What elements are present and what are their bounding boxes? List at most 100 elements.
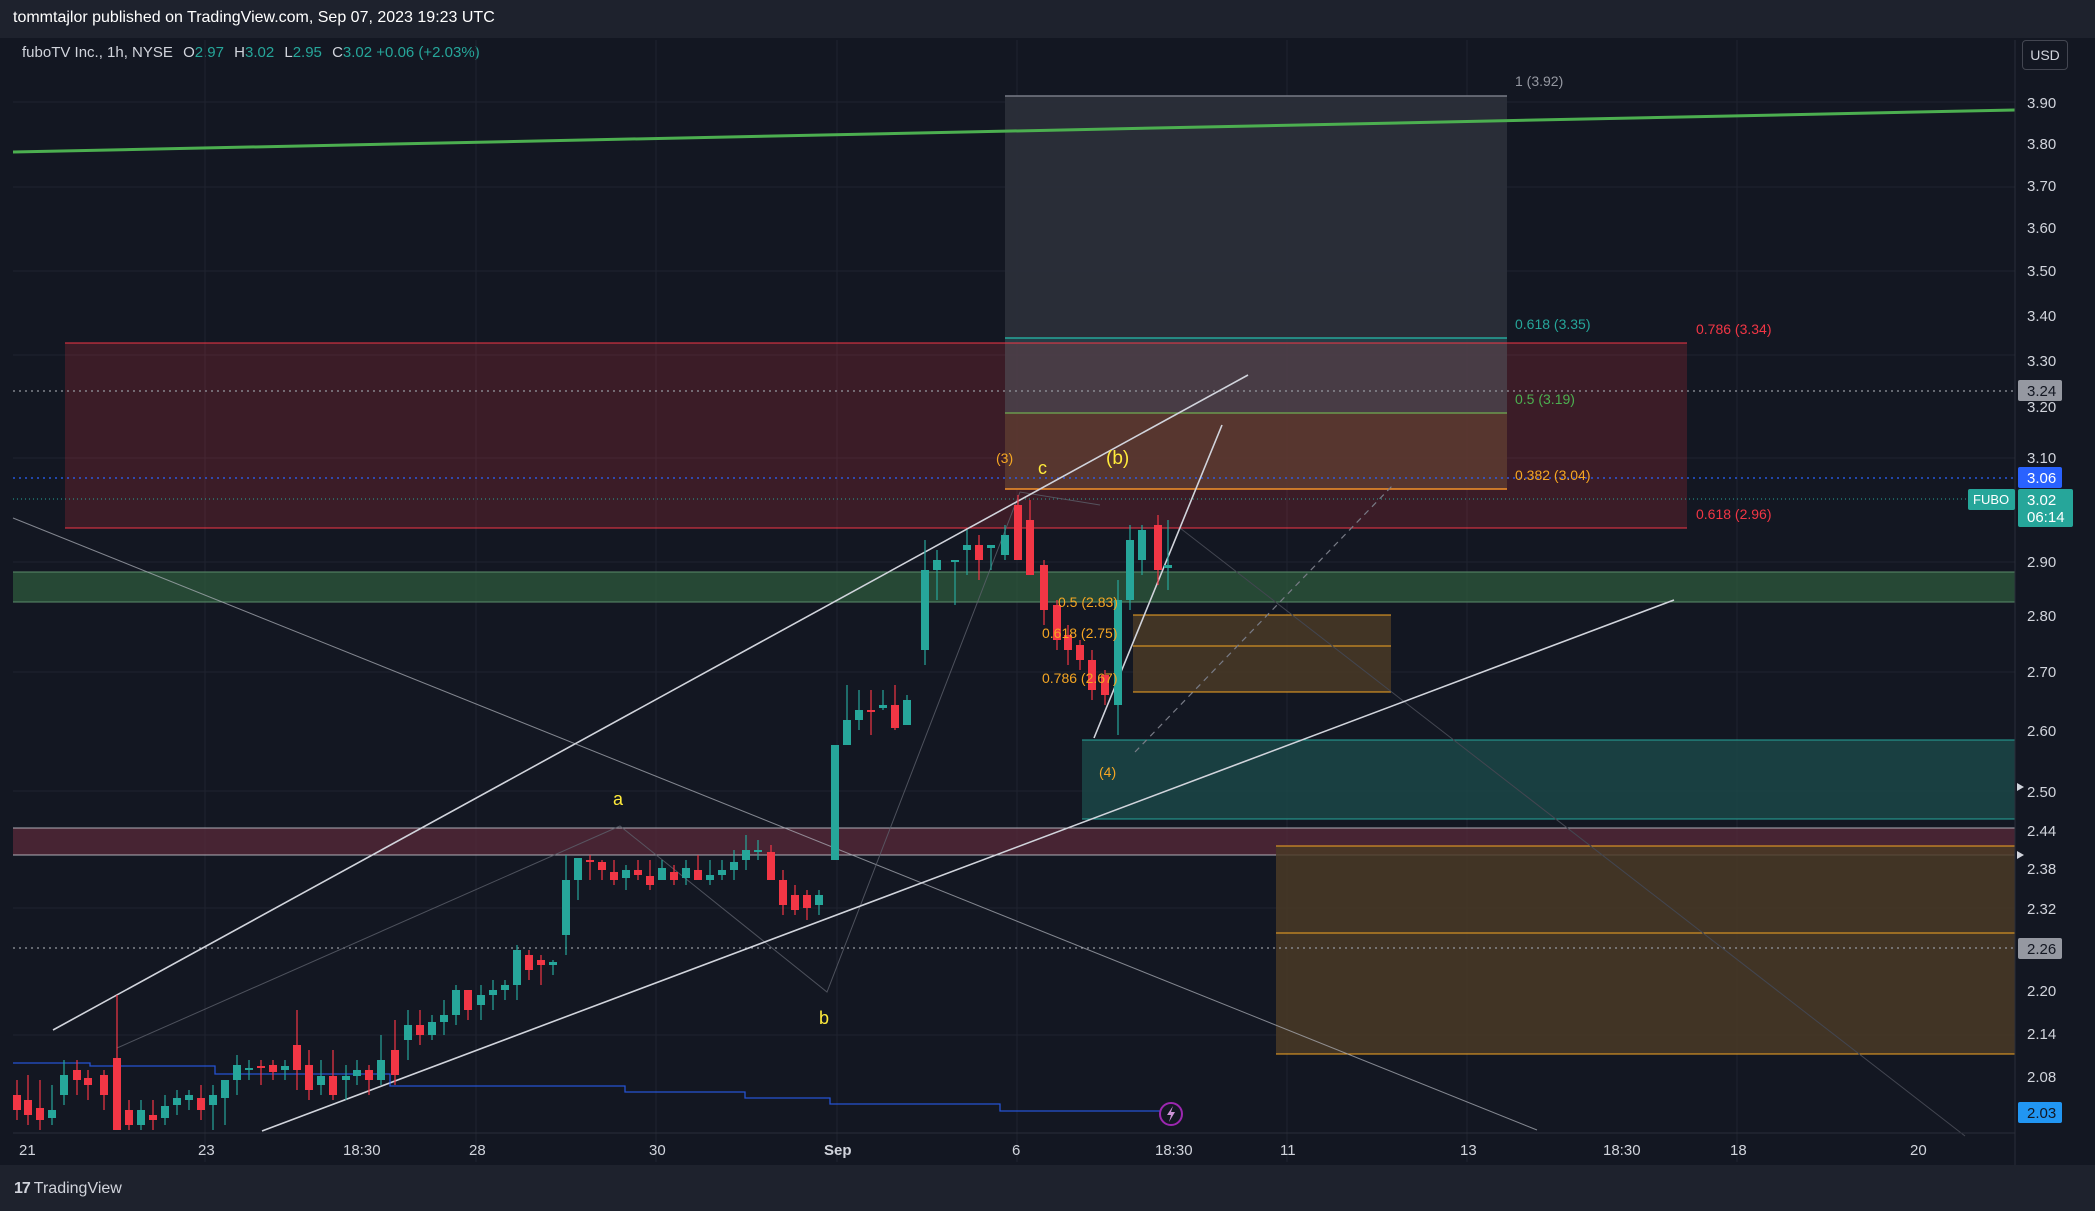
fib-red-zone[interactable] [65,342,1687,529]
price-tick: 2.14 [2027,1026,2056,1043]
time-tick: 20 [1910,1142,1927,1159]
candle-body [574,858,582,880]
candle-body [125,1110,133,1125]
low-value: 2.95 [292,44,322,61]
time-tick: 11 [1280,1142,1296,1159]
time-tick: 21 [19,1142,36,1159]
wave-label-b: b [819,1008,829,1028]
symbol-title[interactable]: fuboTV Inc., 1h, NYSE [22,44,173,61]
candle-body [855,710,863,720]
candle-body [317,1076,325,1085]
candle-body [718,870,726,875]
candle-body [377,1060,385,1080]
price-tick: 3.60 [2027,220,2056,237]
candle-body [963,545,971,550]
open-value: 2.97 [194,44,224,61]
candles[interactable] [13,495,1172,1130]
price-axis[interactable]: 3.90 3.80 3.70 3.60 3.50 3.40 3.30 3.20 … [1968,40,2073,1165]
fib-label-0382: 0.382 (3.04) [1515,467,1591,483]
candle-body [730,862,738,870]
fib-retrace-label-05: 0.5 (2.83) [1058,594,1118,610]
time-axis[interactable]: 21 23 18:30 28 30 Sep 6 18:30 11 13 18:3… [13,1132,2015,1159]
candle-body [754,850,762,852]
candle-body [501,985,509,990]
price-tick: 3.70 [2027,178,2056,195]
price-tick: 2.20 [2027,983,2056,1000]
price-tick: 2.80 [2027,608,2056,625]
candle-body [1126,540,1134,600]
candle-body [245,1068,253,1070]
wave-path [116,491,1101,1049]
candle-body [342,1076,350,1080]
candle-body [933,560,941,570]
candle-body [391,1050,399,1075]
tradingview-logo[interactable]: 17 TradingView [14,1180,122,1198]
candle-body [477,995,485,1005]
candle-body [694,870,702,880]
channel-lower[interactable] [261,599,1675,1132]
fib-label-0618: 0.618 (3.35) [1515,316,1591,332]
indicator-line [13,1062,1163,1112]
fib-extension-box[interactable] [1005,95,1507,490]
candle-body [404,1025,412,1040]
candle-body [329,1076,337,1095]
candle-body [353,1070,361,1076]
candle-body [100,1075,108,1095]
dashed-projection[interactable] [1134,484,1394,753]
time-tick: 13 [1460,1142,1477,1159]
candle-body [513,950,521,985]
candle-body [921,570,929,650]
fib-red-label-0618: 0.618 (2.96) [1696,506,1772,522]
green-trendline[interactable] [12,108,2016,154]
time-tick: 18:30 [1155,1142,1193,1159]
candle-body [1154,525,1162,570]
price-badge-203 [2018,1102,2062,1123]
candle-body [293,1045,301,1070]
candle-body [767,852,775,880]
fib-retrace-box[interactable] [1133,614,1391,693]
candle-body [537,960,545,965]
candle-body [137,1110,145,1125]
candle-body [843,720,851,745]
price-tick: 3.80 [2027,136,2056,153]
price-tick: 3.20 [2027,399,2056,416]
downtrend-line-2[interactable] [1179,527,1966,1137]
candle-body [803,895,811,908]
candle-body [610,872,618,880]
fib-retrace-label-0618: 0.618 (2.75) [1042,625,1118,641]
candle-body [440,1015,448,1022]
candle-body [13,1095,21,1110]
candle-body [622,870,630,878]
price-tick: 2.38 [2027,861,2056,878]
wave-label-4: (4) [1099,764,1116,780]
candle-body [1001,535,1009,555]
price-tick: 3.50 [2027,263,2056,280]
candle-body [365,1070,373,1080]
time-tick: 18:30 [343,1142,381,1159]
downtrend-line[interactable] [12,517,1538,1131]
candle-body [879,705,887,708]
candle-body [670,872,678,880]
candle-body [84,1078,92,1085]
time-tick: 6 [1012,1142,1020,1159]
price-tick: 2.44 [2027,823,2056,840]
candle-body [1040,565,1048,610]
price-tick: 2.90 [2027,554,2056,571]
channel-upper[interactable] [52,374,1249,1031]
tradingview-logo-text: TradingView [33,1180,122,1197]
demand-zone-teal[interactable] [1082,739,2015,820]
candle-body [428,1022,436,1035]
candle-body [779,880,787,905]
bar-countdown-text: 06:14 [2027,509,2065,526]
support-zone-green[interactable] [13,571,2015,603]
event-lightning-icon[interactable] [1159,1102,1183,1126]
currency-button[interactable]: USD [2022,40,2068,70]
price-tick: 2.60 [2027,723,2056,740]
candle-body [903,700,911,725]
fib-target-box[interactable] [1276,845,2015,1055]
candle-body [682,868,690,878]
change-value: +0.06 (+2.03%) [376,44,480,61]
price-badge-text: 3.24 [2027,383,2056,400]
time-tick: 28 [469,1142,486,1159]
